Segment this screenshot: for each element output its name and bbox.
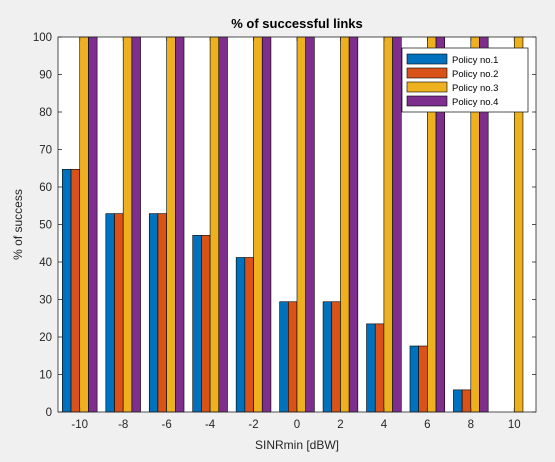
bar-4-4 — [392, 36, 402, 413]
legend-swatch-4 — [406, 95, 448, 107]
bar-1--4 — [192, 235, 202, 413]
bar-2-6 — [418, 345, 428, 413]
bar-4--2 — [261, 36, 272, 413]
bar-2-0 — [288, 301, 298, 413]
bar-3--8 — [122, 36, 133, 413]
x-tick-label: 2 — [337, 419, 343, 431]
bar-2--4 — [201, 235, 211, 413]
legend: Policy no.1 Policy no.2 Policy no.3 Policy … — [401, 47, 529, 113]
bar-4-2 — [348, 36, 359, 413]
y-tick-label: 60 — [39, 182, 52, 194]
legend-label-3: Policy no.3 — [452, 83, 498, 94]
legend-label-2: Policy no.2 — [452, 69, 498, 80]
bar-1--10 — [62, 169, 72, 413]
bar-1--2 — [235, 257, 246, 413]
legend-swatch-2 — [406, 67, 448, 79]
bar-3--6 — [166, 36, 176, 413]
x-tick-label: 10 — [508, 419, 521, 431]
bar-1-2 — [322, 301, 333, 413]
legend-swatch-1 — [406, 53, 448, 65]
y-tick-label: 100 — [33, 32, 52, 44]
y-tick-label: 20 — [39, 332, 52, 344]
y-tick-label: 40 — [39, 257, 52, 269]
y-tick-label: 70 — [39, 145, 52, 157]
y-tick-label: 50 — [39, 220, 52, 232]
bar-3--2 — [253, 36, 263, 413]
chart-title: % of successful links — [231, 16, 363, 31]
y-tick-label: 90 — [39, 70, 52, 82]
bar-3--10 — [79, 36, 89, 413]
x-tick-label: -2 — [248, 419, 258, 431]
bar-3-2 — [340, 36, 350, 413]
x-tick-label: 0 — [294, 419, 300, 431]
y-axis-label: % of success — [11, 189, 25, 260]
bar-3-4 — [383, 36, 393, 413]
bar-4--10 — [88, 36, 98, 413]
bar-1-8 — [453, 389, 463, 413]
bar-2-8 — [461, 389, 472, 413]
x-tick-label: -8 — [118, 419, 128, 431]
bar-2-2 — [331, 301, 341, 413]
bar-2--10 — [70, 169, 81, 413]
x-tick-label: 6 — [424, 419, 430, 431]
legend-label-1: Policy no.1 — [452, 55, 498, 66]
bar-4-0 — [305, 36, 315, 413]
x-tick-label: -4 — [205, 419, 216, 431]
bar-4--4 — [218, 36, 228, 413]
bar-2--6 — [157, 213, 167, 413]
bar-4--8 — [131, 36, 141, 413]
x-axis-label: SINRmin [dBW] — [255, 438, 339, 452]
bar-2-4 — [374, 323, 385, 413]
x-tick-label: 8 — [468, 419, 474, 431]
bar-1-4 — [366, 323, 376, 413]
x-tick-label: -6 — [162, 419, 172, 431]
bar-2--8 — [114, 213, 124, 413]
x-tick-label: 4 — [381, 419, 388, 431]
legend-swatch-3 — [406, 81, 448, 93]
y-tick-label: 30 — [39, 295, 52, 307]
bar-4--6 — [175, 36, 185, 413]
y-tick-label: 10 — [39, 370, 52, 382]
bar-3--4 — [209, 36, 220, 413]
y-tick-label: 80 — [39, 107, 52, 119]
bar-3-0 — [296, 36, 306, 413]
x-tick-label: -10 — [71, 419, 88, 431]
bar-1--6 — [148, 213, 159, 413]
legend-label-4: Policy no.4 — [452, 97, 498, 108]
bar-1-6 — [409, 345, 419, 413]
bar-1-0 — [279, 301, 289, 413]
plot-frame — [57, 36, 537, 413]
y-tick-label: 0 — [46, 407, 52, 419]
bar-2--2 — [244, 257, 254, 413]
bar-1--8 — [105, 213, 115, 413]
